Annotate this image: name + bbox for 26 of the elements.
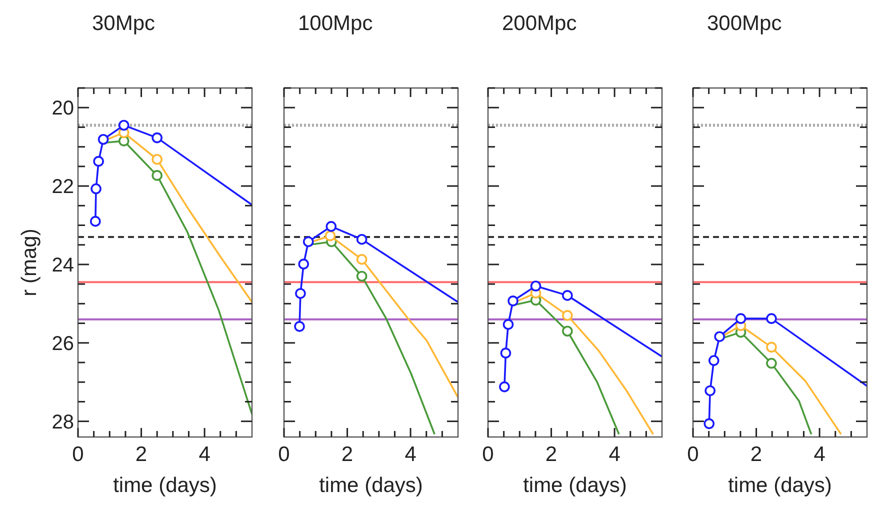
chart-title: 200Mpc	[502, 12, 577, 35]
x-axis-title: time (days)	[113, 474, 217, 497]
x-tick-label: 2	[341, 443, 354, 466]
y-tick-label: 26	[52, 332, 74, 355]
chart-title: 300Mpc	[707, 12, 782, 35]
x-tick-label: 2	[750, 443, 762, 466]
x-tick-label: 0	[72, 443, 84, 466]
y-tick-label: 28	[52, 411, 74, 434]
x-tick-label: 2	[135, 443, 148, 466]
y-axis-title: r (mag)	[18, 228, 41, 296]
x-axis-title: time (days)	[319, 474, 423, 497]
x-axis-title: time (days)	[728, 474, 832, 497]
chart-title: 30Mpc	[92, 12, 156, 35]
x-tick-label: 4	[404, 443, 417, 466]
x-axis-title: time (days)	[523, 474, 627, 497]
x-tick-label: 2	[545, 443, 558, 466]
y-tick-label: 20	[52, 98, 74, 120]
x-tick-label: 0	[687, 443, 699, 466]
y-tick-label: 24	[52, 254, 74, 276]
y-tick-label: 22	[52, 176, 74, 198]
x-tick-label: 0	[278, 443, 290, 466]
x-tick-label: 4	[608, 443, 621, 466]
x-tick-label: 0	[482, 443, 494, 466]
chart-title: 100Mpc	[298, 12, 373, 35]
x-tick-label: 4	[814, 443, 826, 466]
x-tick-label: 4	[198, 443, 211, 466]
